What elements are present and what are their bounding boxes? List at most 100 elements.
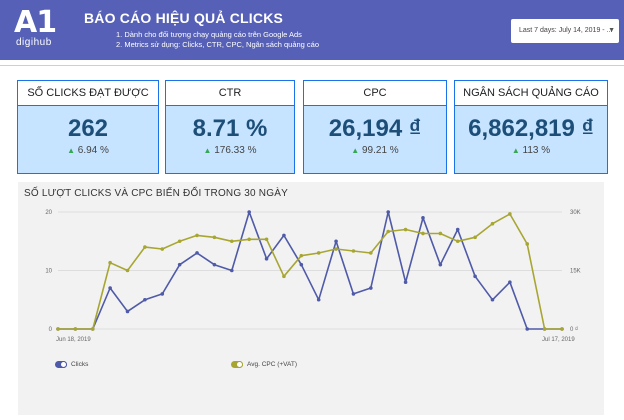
scorecard-value: 262 xyxy=(67,115,109,142)
scorecard-title: NGÂN SÁCH QUẢNG CÁO xyxy=(455,81,607,106)
data-point-clicks xyxy=(438,262,443,267)
data-point-cpc xyxy=(473,235,477,240)
y-axis-right-tick-label: 0 ₫ xyxy=(570,327,578,333)
data-point-cpc xyxy=(195,233,199,238)
data-point-cpc xyxy=(351,249,356,253)
data-point-clicks xyxy=(125,309,130,314)
data-point-cpc xyxy=(525,242,530,246)
data-point-clicks xyxy=(473,274,477,279)
logo-mark: A1 xyxy=(14,5,57,40)
caret-down-icon: ▼ xyxy=(608,27,615,34)
data-point-cpc xyxy=(177,239,182,244)
data-point-cpc xyxy=(125,268,130,273)
logo: A1 digihub xyxy=(14,5,57,48)
legend-clicks[interactable]: Clicks xyxy=(55,361,88,368)
data-point-clicks xyxy=(143,297,147,302)
data-point-cpc xyxy=(421,231,425,236)
data-point-cpc xyxy=(229,239,234,244)
x-axis-tick-label: Jul 17, 2019 xyxy=(542,337,575,343)
arrow-up-icon: ▲ xyxy=(67,146,75,155)
scorecard-body: 26,194 ₫ ▲ 99.21 % xyxy=(304,106,446,173)
data-point-cpc xyxy=(438,231,443,236)
scorecard-change: ▲ 176.33 % xyxy=(166,145,294,156)
legend-toggle-icon xyxy=(231,361,243,368)
data-point-clicks xyxy=(282,233,286,238)
scorecard-value: 26,194 ₫ xyxy=(328,115,422,142)
data-point-cpc xyxy=(508,212,512,216)
y-axis-left-tick-label: 20 xyxy=(45,210,52,216)
legend-clicks-label: Clicks xyxy=(71,361,89,369)
scorecard-clicks[interactable]: SỐ CLICKS ĐẠT ĐƯỢC 262 ▲ 6.94 % xyxy=(17,80,159,174)
data-point-clicks xyxy=(403,280,408,284)
scorecard-change-value: 99.21 % xyxy=(362,145,399,156)
y-axis-left-tick-label: 10 xyxy=(45,269,52,275)
data-point-clicks xyxy=(525,327,530,331)
data-point-clicks xyxy=(455,227,460,232)
scorecard-budget[interactable]: NGÂN SÁCH QUẢNG CÁO 6,862,819 ₫ ▲ 113 % xyxy=(454,80,608,174)
clicks-cpc-chart-panel: SỐ LƯỢT CLICKS VÀ CPC BIẾN ĐỔI TRONG 30 … xyxy=(18,182,604,415)
data-point-cpc xyxy=(73,327,78,331)
scorecard-change-value: 113 % xyxy=(522,145,551,156)
scorecard-title: CTR xyxy=(166,81,294,106)
arrow-up-icon: ▲ xyxy=(203,146,212,155)
legend-cpc[interactable]: Avg. CPC (+VAT) xyxy=(231,361,297,368)
x-axis-tick-label: Jun 18, 2019 xyxy=(56,337,91,343)
subtitle-line-1: 1. Dành cho đối tượng chạy quảng cáo trê… xyxy=(116,30,302,39)
scorecard-value: 6,862,819 ₫ xyxy=(468,115,594,142)
data-point-cpc xyxy=(160,247,165,251)
scorecard-cpc[interactable]: CPC 26,194 ₫ ▲ 99.21 % xyxy=(303,80,447,174)
series-line-clicks xyxy=(58,211,562,330)
data-point-clicks xyxy=(421,216,425,220)
chart-title: SỐ LƯỢT CLICKS VÀ CPC BIẾN ĐỔI TRONG 30 … xyxy=(24,188,288,199)
data-point-cpc xyxy=(299,253,304,258)
date-range-label: Last 7 days: July 14, 2019 - ... xyxy=(519,27,613,34)
data-point-clicks xyxy=(369,286,373,290)
subtitle-line-2: 2. Metrics sử dụng: Clicks, CTR, CPC, Ng… xyxy=(116,40,320,49)
data-point-clicks xyxy=(195,251,199,255)
data-point-clicks xyxy=(351,292,356,296)
header-divider xyxy=(0,65,624,66)
data-point-clicks xyxy=(108,286,112,290)
data-point-cpc xyxy=(316,251,321,255)
y-axis-left-tick-label: 0 xyxy=(49,327,53,333)
data-point-clicks xyxy=(264,257,269,261)
data-point-cpc xyxy=(212,235,217,240)
data-point-cpc xyxy=(386,229,391,234)
data-point-cpc xyxy=(403,227,408,232)
scorecard-change: ▲ 113 % xyxy=(455,145,607,156)
clicks-cpc-line-chart[interactable]: 0 10 20 0 ₫ 15K 30K Jun 18, 2019 Jul 17, 2019 xyxy=(18,182,604,415)
scorecard-value: 8.71 % xyxy=(192,115,268,142)
arrow-up-icon: ▲ xyxy=(511,146,520,155)
data-point-cpc xyxy=(542,327,547,331)
data-point-clicks xyxy=(229,268,234,273)
data-point-clicks xyxy=(299,262,304,267)
data-point-cpc xyxy=(282,274,286,279)
report-header: A1 digihub BÁO CÁO HIỆU QUẢ CLICKS 1. Dà… xyxy=(0,0,624,60)
scorecard-body: 8.71 % ▲ 176.33 % xyxy=(166,106,294,173)
scorecard-change-value: 6.94 % xyxy=(77,145,109,156)
data-point-clicks xyxy=(247,210,251,214)
data-point-clicks xyxy=(490,297,495,302)
data-point-cpc xyxy=(108,260,112,265)
data-point-clicks xyxy=(508,280,512,284)
data-point-cpc xyxy=(369,251,373,255)
scorecard-change-value: 176.33 % xyxy=(214,145,257,156)
data-point-clicks xyxy=(334,239,338,244)
scorecard-ctr[interactable]: CTR 8.71 % ▲ 176.33 % xyxy=(165,80,295,174)
data-point-clicks xyxy=(316,297,321,302)
scorecard-change: ▲ 6.94 % xyxy=(18,145,158,156)
scorecard-body: 6,862,819 ₫ ▲ 113 % xyxy=(455,106,607,173)
legend-toggle-icon xyxy=(55,361,67,368)
scorecard-body: 262 ▲ 6.94 % xyxy=(18,106,158,173)
scorecard-title: CPC xyxy=(304,81,446,106)
data-point-clicks xyxy=(177,262,182,267)
data-point-cpc xyxy=(560,327,564,331)
y-axis-right-tick-label: 15K xyxy=(570,269,581,275)
scorecard-title: SỐ CLICKS ĐẠT ĐƯỢC xyxy=(18,81,158,106)
data-point-cpc xyxy=(264,237,269,242)
data-point-cpc xyxy=(334,247,338,251)
arrow-up-icon: ▲ xyxy=(351,146,360,155)
date-range-selector[interactable]: Last 7 days: July 14, 2019 - ... ▼ xyxy=(511,19,619,43)
scorecard-change: ▲ 99.21 % xyxy=(304,145,446,156)
data-point-cpc xyxy=(90,327,95,331)
